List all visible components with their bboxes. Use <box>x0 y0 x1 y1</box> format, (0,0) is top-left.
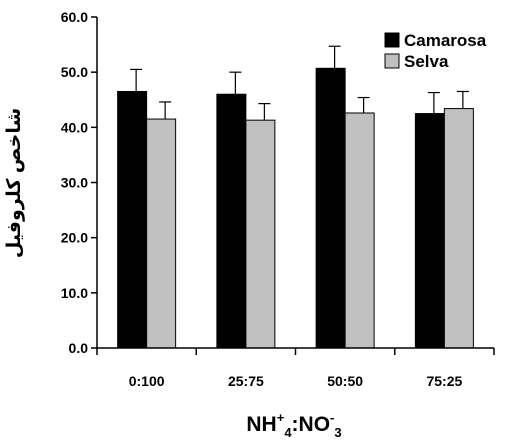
x-tick-label: 50:50 <box>327 373 363 389</box>
bars-group <box>117 67 474 349</box>
errorbars-group <box>130 45 469 121</box>
y-ticks-group: 0.0 10.0 20.0 30.0 40.0 50.0 60.0 <box>61 9 97 356</box>
x-tick-label: 75:25 <box>426 373 462 389</box>
bar-selva-25-75 <box>245 119 276 349</box>
bar-selva-50-50 <box>344 112 375 349</box>
bar-selva-75-25 <box>443 108 474 349</box>
bar-camarosa-0-100 <box>117 90 148 349</box>
y-tick-label: 40.0 <box>61 119 88 135</box>
x-axis-label-part1: NH <box>246 413 276 436</box>
legend-label-selva: Selva <box>404 52 449 71</box>
bar-selva-0-100 <box>146 118 177 349</box>
x-tick-label: 25:75 <box>228 373 264 389</box>
y-tick-label: 50.0 <box>61 64 88 80</box>
legend: Camarosa Selva <box>384 31 487 71</box>
y-axis-label: شاخص کلروفیل <box>4 108 25 258</box>
legend-swatch-camarosa <box>384 32 400 48</box>
x-axis-label-sup1: + <box>277 410 285 425</box>
y-tick-label: 10.0 <box>61 285 88 301</box>
x-axis-label-sup2: - <box>330 410 334 425</box>
bar-camarosa-50-50 <box>315 67 346 349</box>
x-ticks-group: 0:100 25:75 50:50 75:25 <box>96 348 495 389</box>
legend-swatch-selva <box>384 53 400 69</box>
x-axis-label-sub2: 3 <box>334 425 341 440</box>
legend-label-camarosa: Camarosa <box>404 31 487 50</box>
y-tick-label: 20.0 <box>61 230 88 246</box>
bar-camarosa-75-25 <box>414 113 445 349</box>
y-tick-label: 0.0 <box>69 340 89 356</box>
x-axis-label-colon: :NO <box>292 413 331 436</box>
bar-camarosa-25-75 <box>216 93 247 349</box>
x-axis-label: NH+4:NO-3 <box>246 410 341 440</box>
x-axis-label-sub1: 4 <box>284 425 292 440</box>
y-tick-label: 60.0 <box>61 9 88 25</box>
x-tick-label: 0:100 <box>129 373 165 389</box>
y-tick-label: 30.0 <box>61 175 88 191</box>
